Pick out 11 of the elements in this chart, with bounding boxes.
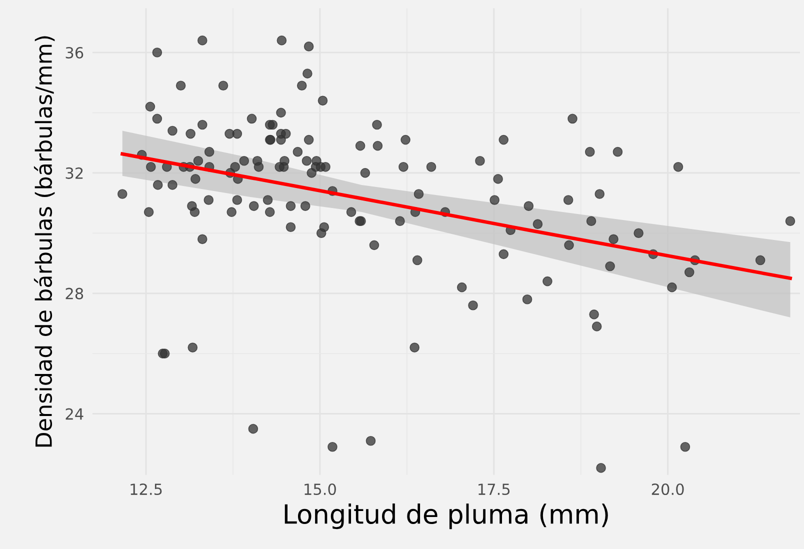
x-tick-label: 17.5	[478, 484, 510, 496]
x-tick-label: 15.0	[304, 483, 336, 496]
y-axis-title: Densidad de bárbulas (bárbulas/mm)	[34, 36, 55, 447]
y-tick-label: 28	[66, 288, 84, 300]
line-series	[120, 152, 792, 280]
x-axis-title: Longitud de pluma (mm)	[284, 504, 608, 530]
y-tick-label: 36	[66, 46, 84, 59]
y-tick-label: 32	[66, 167, 83, 179]
y-tick-label: 24	[66, 408, 84, 420]
x-tick-label: 12.5	[130, 483, 162, 496]
x-tick-label: 20.0	[652, 483, 684, 496]
